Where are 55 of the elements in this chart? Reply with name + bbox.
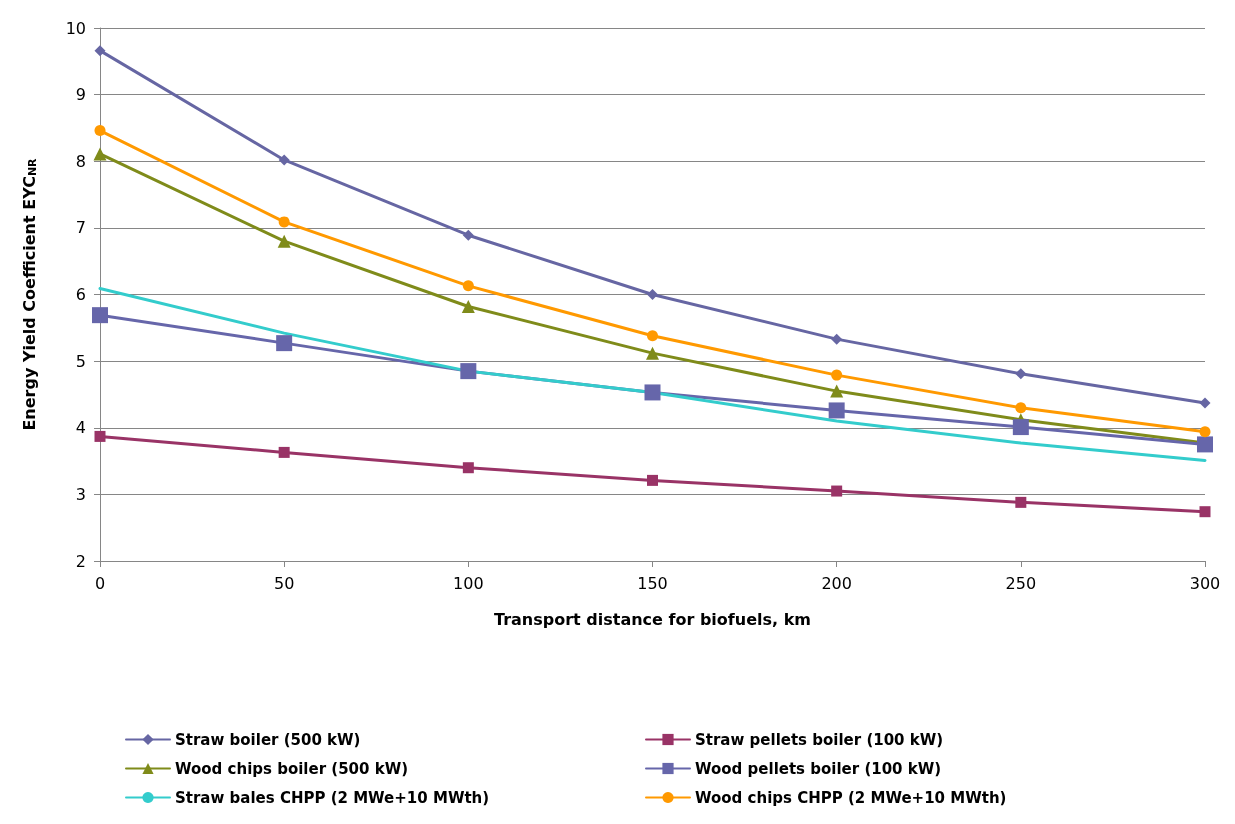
point <box>1012 419 1029 436</box>
y-tick-label: 2 <box>75 551 86 571</box>
x-tick-label: 0 <box>94 573 106 593</box>
y-tick-label: 8 <box>75 151 86 171</box>
point <box>647 474 658 486</box>
point <box>94 125 106 137</box>
point <box>1199 426 1211 438</box>
point <box>644 384 661 401</box>
x-tick-label: 300 <box>1189 573 1221 593</box>
y-tick-label: 4 <box>75 418 86 438</box>
point <box>92 307 108 324</box>
point <box>276 335 293 352</box>
y-tick-label: 9 <box>75 85 86 105</box>
point <box>1015 402 1027 414</box>
point <box>93 147 107 161</box>
y-tick-label: 3 <box>75 484 86 504</box>
point <box>462 229 474 241</box>
legend-label: Straw boiler (500 kW) <box>175 730 361 749</box>
y-axis-title: Energy Yield Coefficient EYCNR <box>20 157 39 431</box>
legend-label: Wood chips boiler (500 kW) <box>175 759 409 778</box>
x-tick-label: 250 <box>1005 573 1037 593</box>
y-tick-label: 6 <box>75 285 86 304</box>
point <box>830 384 844 398</box>
point <box>278 154 290 166</box>
point <box>828 402 845 419</box>
point <box>1015 496 1027 508</box>
y-tick-label: 10 <box>65 18 86 38</box>
x-tick-label: 200 <box>821 573 852 593</box>
point <box>460 363 477 380</box>
legend-label: Straw pellets boiler (100 kW) <box>695 730 944 749</box>
point <box>831 485 843 497</box>
point <box>1199 506 1211 518</box>
point <box>462 462 474 474</box>
legend-label: Straw bales CHPP (2 MWe+10 MWth) <box>175 788 490 807</box>
point <box>1015 368 1027 380</box>
point <box>462 280 474 292</box>
point <box>647 330 658 342</box>
point <box>831 369 843 381</box>
point <box>646 346 659 360</box>
x-tick-label: 150 <box>637 573 668 593</box>
legend-label: Wood pellets boiler (100 kW) <box>695 759 942 778</box>
point <box>94 45 106 57</box>
x-tick-label: 50 <box>273 573 295 593</box>
y-tick-label: 7 <box>75 218 86 238</box>
x-tick-label: 100 <box>453 573 484 593</box>
point <box>647 289 658 300</box>
y-tick-label: 5 <box>75 351 86 371</box>
x-axis-title: Transport distance for biofuels, km <box>493 609 812 629</box>
legend-label: Wood chips CHPP (2 MWe+10 MWth) <box>695 788 1007 807</box>
point <box>278 446 290 458</box>
point <box>278 216 290 228</box>
point <box>831 333 843 345</box>
point <box>461 299 475 313</box>
point <box>277 234 291 248</box>
point <box>1199 397 1211 409</box>
